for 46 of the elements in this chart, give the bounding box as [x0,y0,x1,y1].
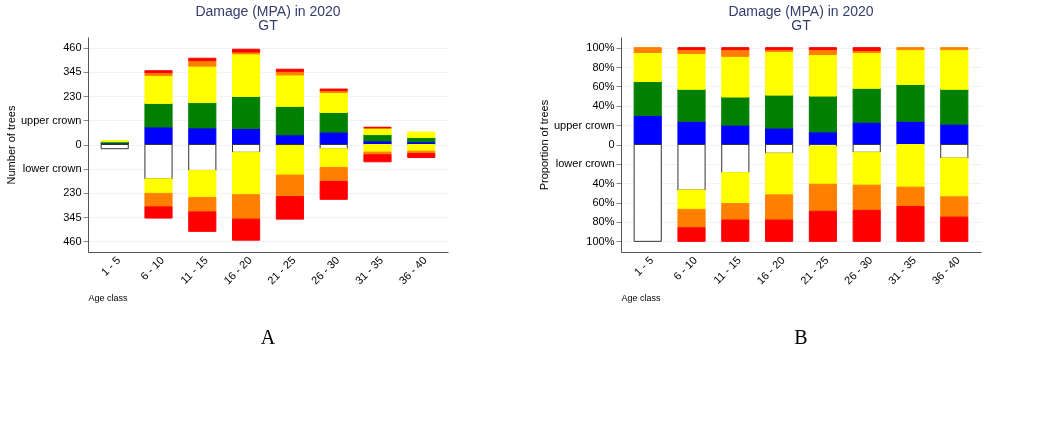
y-tick-label: 460 [63,41,82,54]
y-tick-label: lower crown [555,157,615,170]
x-tick-label: 26 - 30 [308,253,342,287]
y-axis-title: Number of trees [4,105,17,185]
x-tick-label: 36 - 40 [929,253,963,287]
x-tick-label: 36 - 40 [396,253,430,287]
y-tick-label: 60% [592,79,615,92]
chart-title: Damage (MPA) in 2020 [195,3,341,19]
y-tick-label: 0 [608,138,615,150]
x-axis-title: Age class [88,293,129,304]
y-tick-label: 80% [592,60,615,73]
y-tick-label: 40% [592,176,615,189]
text: A [260,326,276,348]
y-tick-label: lower crown [22,162,82,175]
text: B [794,326,808,348]
y-tick-label: 80% [592,215,615,228]
x-tick-label: 31 - 35 [885,253,919,287]
y-tick-label: 230 [63,89,82,102]
x-tick-label: 1 - 5 [98,253,123,278]
chart-subtitle: GT [791,17,812,33]
x-tick-label: 11 - 15 [710,253,744,286]
x-tick-label: 21 - 25 [797,253,831,287]
x-tick-label: 6 - 10 [137,253,167,283]
y-tick-label: 40% [592,99,615,112]
y-axis-title: Proportion of trees [537,99,550,191]
x-tick-label: 1 - 5 [631,253,656,278]
y-tick-label: 345 [63,65,82,78]
y-tick-label: 345 [63,210,82,223]
chart-subtitle: GT [258,17,279,33]
y-tick-label: 460 [63,234,82,247]
y-tick-label: 0 [75,138,82,150]
x-tick-label: 21 - 25 [264,253,298,287]
x-tick-label: 31 - 35 [352,253,386,287]
y-tick-label: 100% [586,41,615,54]
x-tick-label: 26 - 30 [841,253,875,287]
y-tick-label: 230 [63,186,82,199]
y-tick-label: 100% [586,234,615,247]
x-axis-title: Age class [621,293,662,304]
y-tick-label: upper crown [20,113,82,126]
chart-title: Damage (MPA) in 2020 [728,3,874,19]
x-tick-label: 16 - 20 [221,253,254,287]
x-tick-label: 16 - 20 [754,253,787,287]
y-tick-label: 60% [592,196,615,209]
x-tick-label: 11 - 15 [177,253,211,286]
y-tick-label: upper crown [553,118,615,131]
x-tick-label: 6 - 10 [670,253,700,283]
